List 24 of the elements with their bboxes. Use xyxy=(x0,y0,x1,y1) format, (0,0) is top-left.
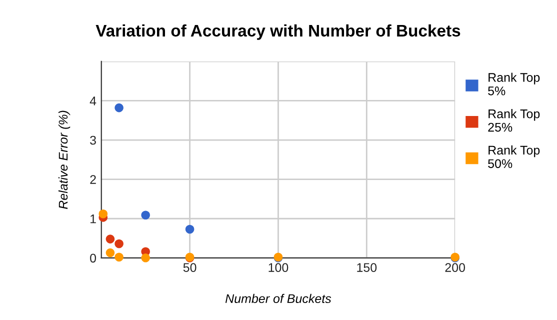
y-tick-label: 3 xyxy=(90,136,96,145)
x-tick-label: 150 xyxy=(357,263,377,272)
x-tick-label: 200 xyxy=(445,263,466,272)
y-axis-title: Relative Error (%) xyxy=(58,110,70,209)
point xyxy=(114,239,124,248)
point xyxy=(98,210,108,218)
x-axis-title: Number of Buckets xyxy=(225,294,332,304)
y-tick-label: 0 xyxy=(90,254,96,263)
legend-label: Rank Top 25% xyxy=(488,109,540,132)
chart-title: Variation of Accuracy with Number of Buckets xyxy=(96,24,460,40)
x-tick-label: 50 xyxy=(183,263,196,272)
legend-label: Rank Top 50% xyxy=(488,145,540,168)
point xyxy=(141,254,150,262)
y-tick-label: 1 xyxy=(90,214,96,224)
point xyxy=(185,224,194,234)
point xyxy=(114,103,124,112)
y-tick-label: 2 xyxy=(90,175,96,184)
legend-label: Rank Top 5% xyxy=(488,72,540,96)
point xyxy=(106,234,115,244)
point xyxy=(106,248,115,258)
point xyxy=(141,210,150,220)
point xyxy=(114,252,124,262)
y-tick-label: 4 xyxy=(90,96,96,106)
x-tick-label: 100 xyxy=(268,263,288,272)
